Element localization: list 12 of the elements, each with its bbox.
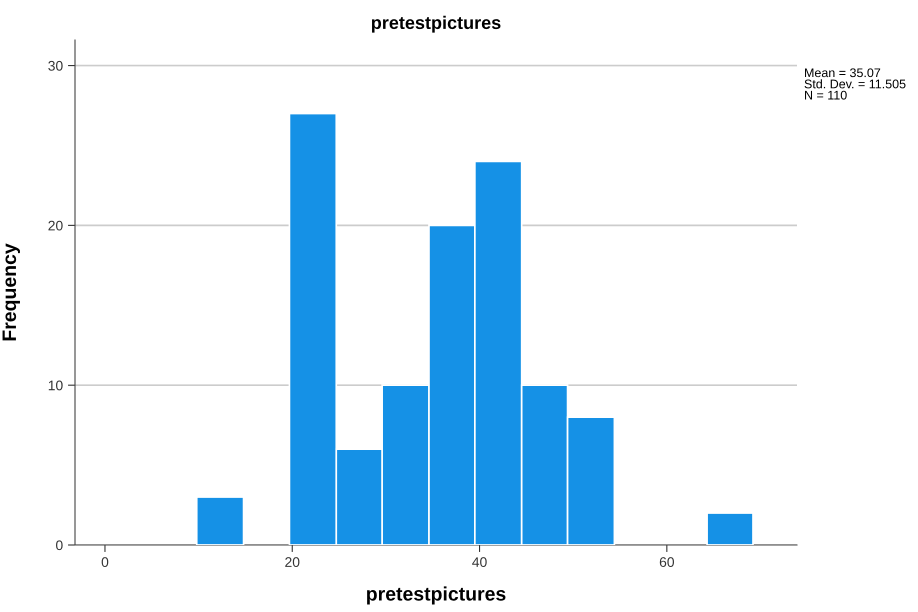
x-tick-label: 0 bbox=[102, 557, 108, 568]
y-tick-label: 20 bbox=[48, 220, 63, 231]
y-tick-label: 30 bbox=[48, 60, 63, 71]
text: Mean = 35.07 Std. Dev. = 11.505 N = 110 bbox=[804, 68, 906, 100]
chart-title: pretestpictures bbox=[372, 16, 500, 33]
y-axis-title: Frequency bbox=[2, 243, 20, 340]
x-tick-label: 20 bbox=[285, 557, 300, 568]
x-axis-title: pretestpictures bbox=[367, 586, 506, 605]
y-tick-label: 10 bbox=[48, 380, 63, 390]
y-tick-label: 0 bbox=[56, 540, 63, 550]
x-tick-label: 60 bbox=[660, 557, 674, 568]
x-tick-label: 40 bbox=[472, 557, 487, 568]
